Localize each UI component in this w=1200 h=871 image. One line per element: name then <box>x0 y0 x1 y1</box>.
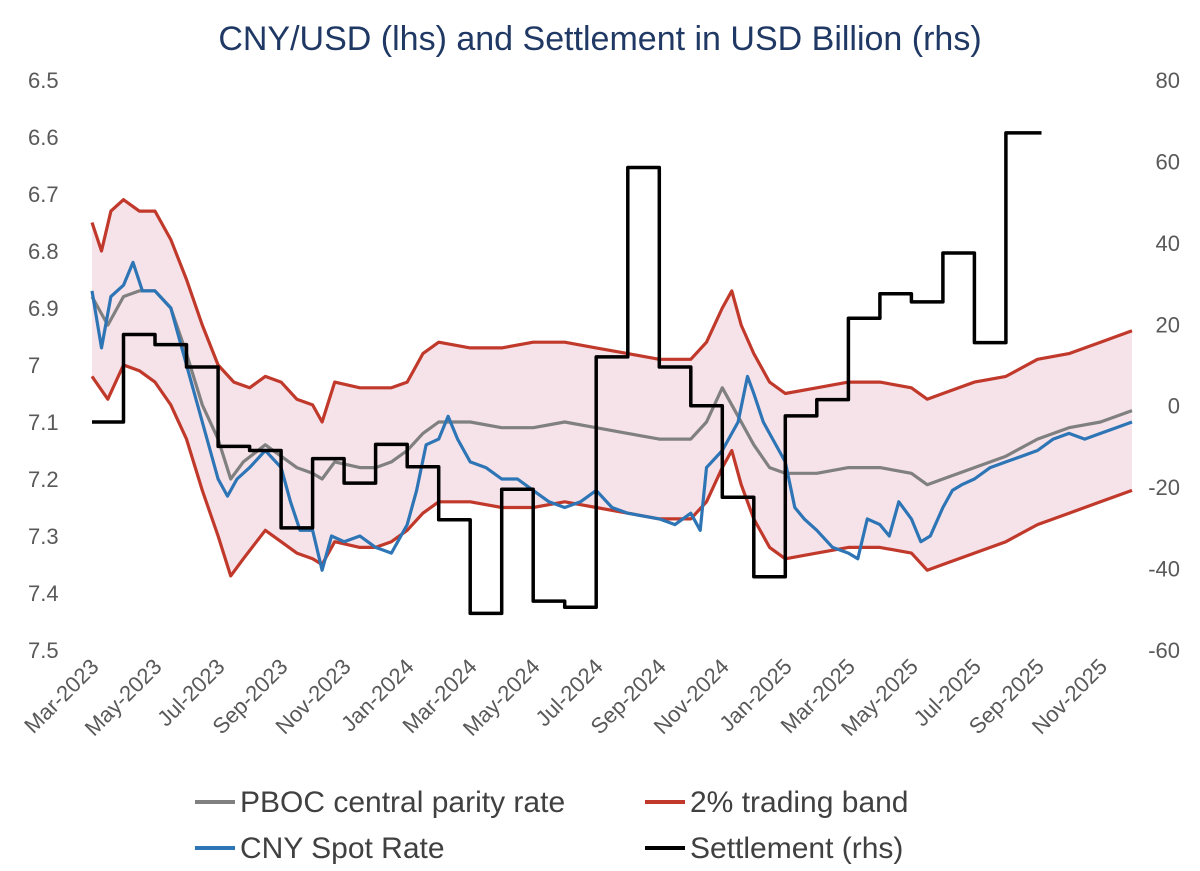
right-tick-label: 40 <box>1156 231 1180 256</box>
left-tick-label: 6.5 <box>28 68 59 93</box>
left-tick-label: 7.4 <box>28 581 59 606</box>
right-tick-label: 0 <box>1168 394 1180 419</box>
left-tick-label: 7.1 <box>28 410 59 435</box>
left-tick-label: 7 <box>28 353 40 378</box>
legend-label-parity: PBOC central parity rate <box>240 786 565 819</box>
series-lines <box>90 131 1133 616</box>
legend-label-band: 2% trading band <box>690 786 909 819</box>
right-tick-label: 20 <box>1156 312 1180 337</box>
legend: PBOC central parity rate 2% trading band… <box>195 786 909 865</box>
left-tick-label: 7.2 <box>28 467 59 492</box>
left-tick-label: 6.8 <box>28 239 59 264</box>
right-tick-label: 60 <box>1156 149 1180 174</box>
series-line-2-trading-band-upper <box>90 198 1133 424</box>
chart-title: CNY/USD (lhs) and Settlement in USD Bill… <box>218 20 981 58</box>
right-axis-ticks: 80 60 40 20 0 -20 -40 -60 <box>1148 68 1180 663</box>
right-tick-label: 80 <box>1156 68 1180 93</box>
series-line-settlement-rhs <box>92 131 1042 616</box>
legend-label-spot: CNY Spot Rate <box>240 832 445 865</box>
right-tick-label: -40 <box>1148 557 1180 582</box>
x-axis-ticks: Mar-2023May-2023Jul-2023Sep-2023Nov-2023… <box>19 654 1112 741</box>
left-tick-label: 6.7 <box>28 182 59 207</box>
legend-label-settlement: Settlement (rhs) <box>690 832 903 865</box>
right-tick-label: -60 <box>1148 638 1180 663</box>
left-tick-label: 7.3 <box>28 524 59 549</box>
series-line-cny-spot-rate <box>90 260 1133 572</box>
series-line-2-trading-band-lower <box>90 363 1133 578</box>
left-tick-label: 7.5 <box>28 638 59 663</box>
right-tick-label: -20 <box>1148 475 1180 500</box>
left-tick-label: 6.6 <box>28 125 59 150</box>
left-tick-label: 6.9 <box>28 296 59 321</box>
left-axis-ticks: 6.5 6.6 6.7 6.8 6.9 7 7.1 7.2 7.3 7.4 7.5 <box>28 68 59 663</box>
